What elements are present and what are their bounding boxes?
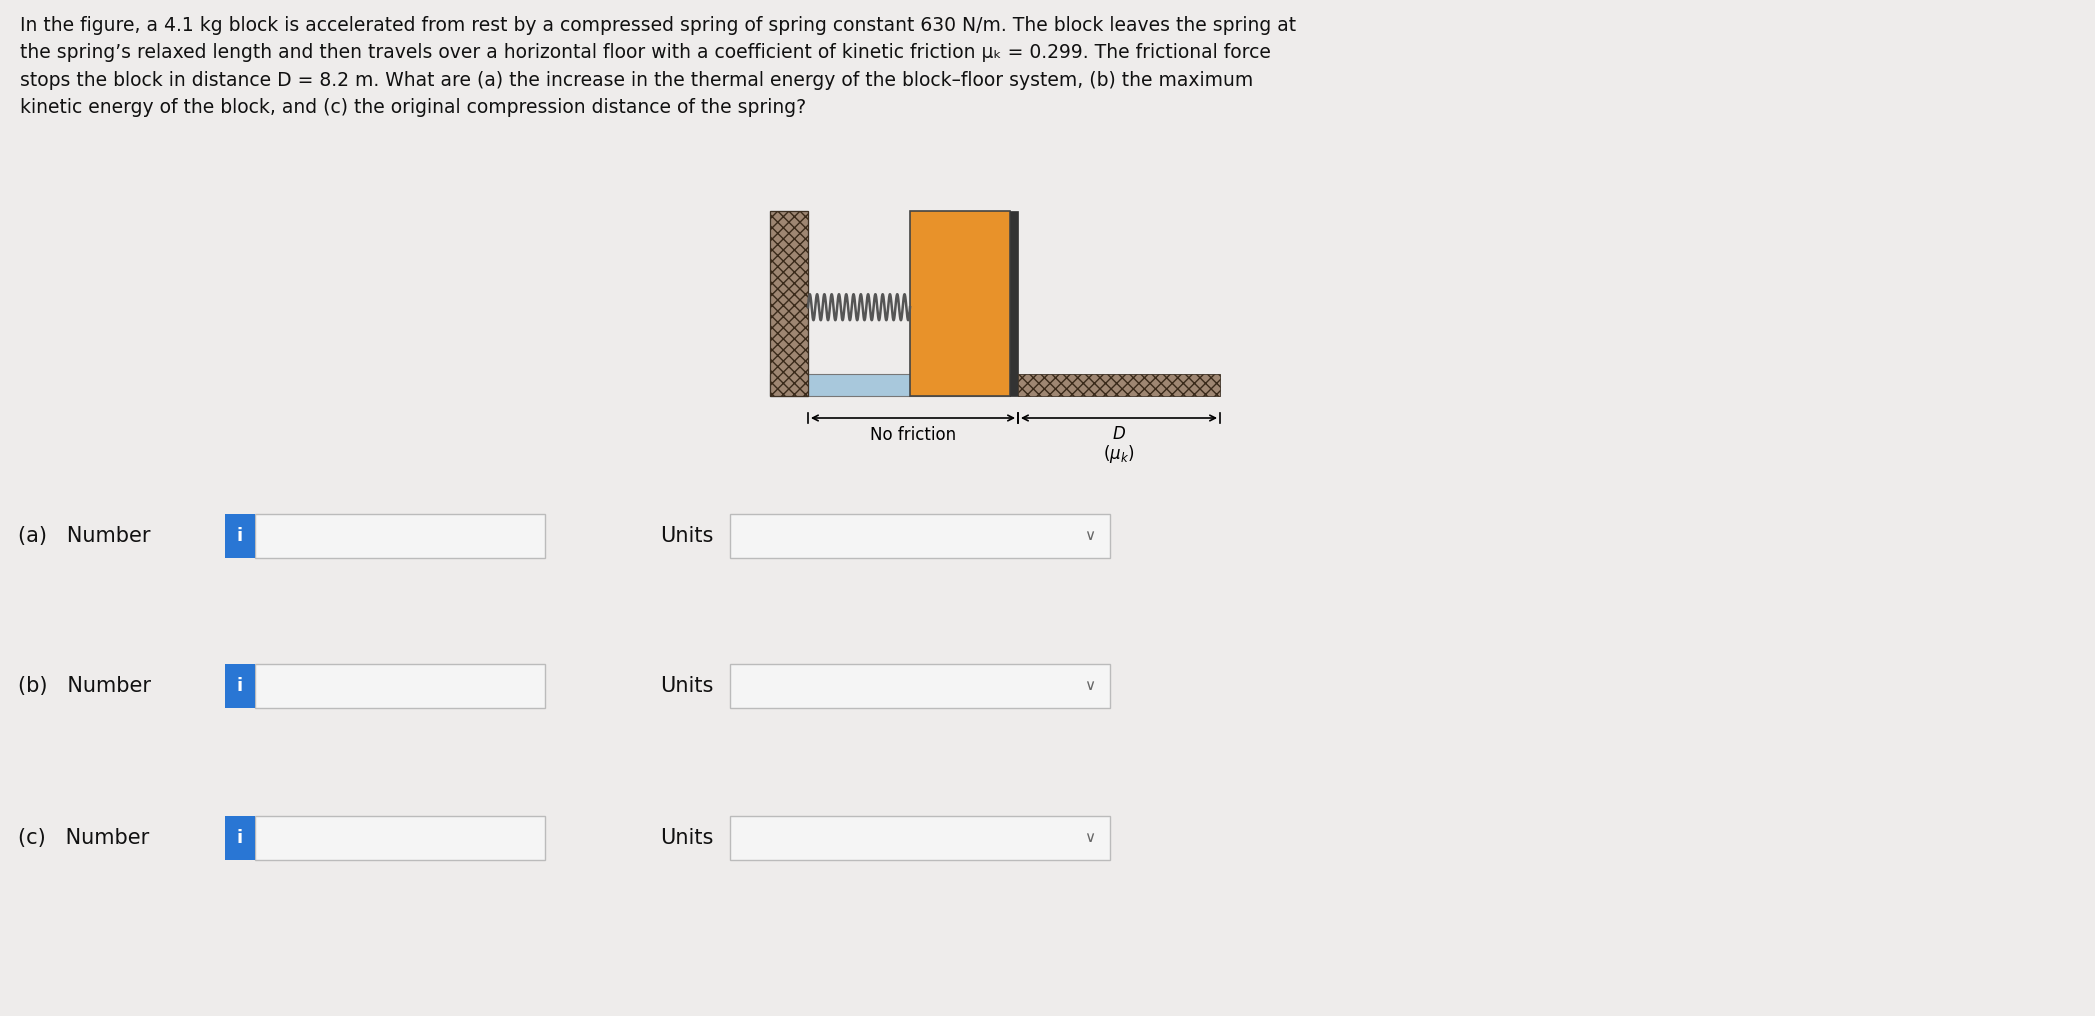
- Bar: [909, 211, 1010, 396]
- Bar: [1018, 374, 1219, 396]
- Text: D: D: [1112, 425, 1125, 443]
- Text: i: i: [237, 829, 243, 847]
- Text: Units: Units: [660, 828, 714, 848]
- Bar: [256, 664, 545, 708]
- Text: Units: Units: [660, 526, 714, 546]
- Bar: [729, 514, 1110, 558]
- Bar: [256, 816, 545, 860]
- Bar: [771, 374, 1010, 396]
- Bar: [224, 664, 256, 708]
- Text: Units: Units: [660, 676, 714, 696]
- Bar: [1010, 211, 1018, 396]
- Text: i: i: [237, 527, 243, 545]
- Text: In the figure, a 4.1 kg block is accelerated from rest by a compressed spring of: In the figure, a 4.1 kg block is acceler…: [21, 16, 1297, 117]
- Text: (b)   Number: (b) Number: [19, 676, 151, 696]
- Text: ∨: ∨: [1085, 830, 1096, 845]
- Text: i: i: [237, 677, 243, 695]
- Bar: [729, 664, 1110, 708]
- Bar: [1018, 374, 1219, 396]
- Bar: [256, 514, 545, 558]
- Text: ∨: ∨: [1085, 528, 1096, 544]
- Bar: [729, 816, 1110, 860]
- Text: ∨: ∨: [1085, 679, 1096, 694]
- Bar: [771, 211, 809, 396]
- Text: ($\mu_k$): ($\mu_k$): [1104, 443, 1135, 465]
- Bar: [224, 514, 256, 558]
- Bar: [771, 211, 809, 396]
- Text: (c)   Number: (c) Number: [19, 828, 149, 848]
- Text: No friction: No friction: [869, 426, 955, 444]
- Text: (a)   Number: (a) Number: [19, 526, 151, 546]
- Bar: [224, 816, 256, 860]
